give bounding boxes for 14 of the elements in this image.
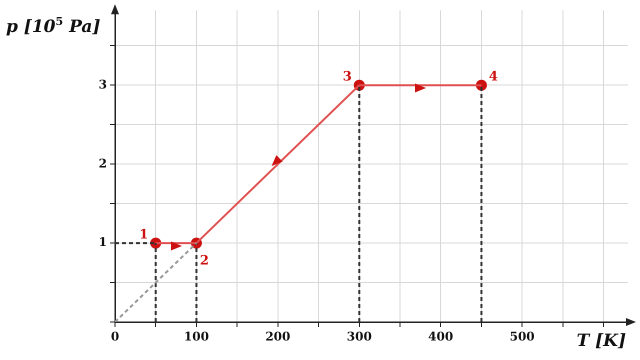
x-tick-label: 100 (184, 329, 209, 344)
x-tick-label: 400 (428, 329, 454, 344)
x-tick-label: 500 (510, 329, 535, 344)
y-tick-label: 2 (98, 156, 107, 170)
annotation: 1 (139, 227, 148, 242)
x-tick-label: 300 (346, 329, 372, 344)
x-axis-title: T [K] (576, 331, 626, 351)
x-tick-label: 200 (265, 329, 290, 344)
annotation: 2 (200, 253, 209, 268)
x-tick-label: 0 (110, 329, 120, 344)
y-tick-label: 1 (98, 235, 107, 250)
y-tick-label: 3 (98, 77, 107, 92)
annotation: 3 (342, 70, 352, 85)
annotation: 4 (488, 70, 498, 85)
